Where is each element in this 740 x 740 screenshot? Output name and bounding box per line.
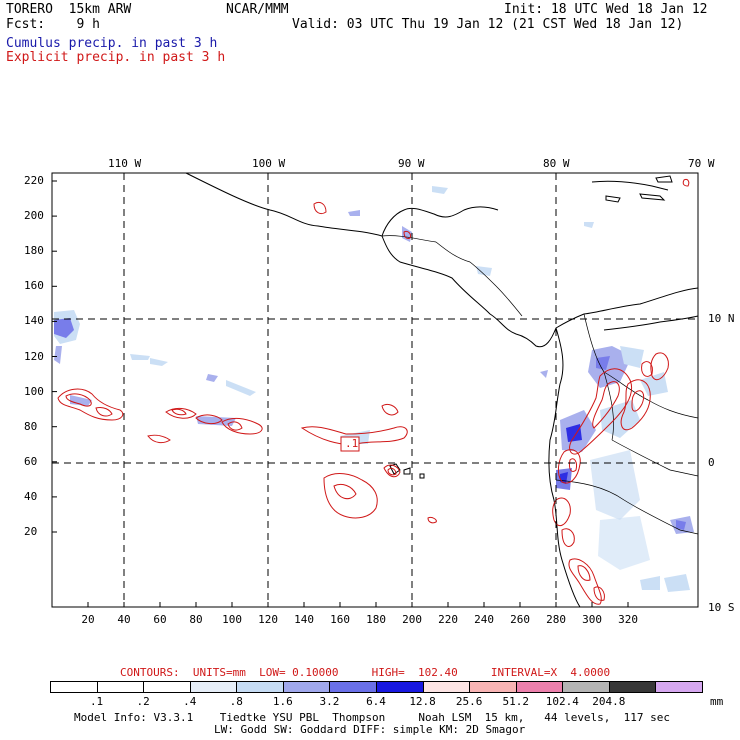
x-tick-label: 160 — [330, 613, 350, 626]
x-tick-label: 300 — [582, 613, 602, 626]
colorbar-swatch — [143, 681, 191, 693]
x-tick-label: 60 — [153, 613, 167, 626]
lat-lon-gridlines — [52, 173, 698, 607]
colorbar-label: 1.6 — [272, 695, 293, 708]
colorbar-swatch — [469, 681, 517, 693]
colorbar-swatch — [189, 681, 238, 693]
x-tick-label: 140 — [294, 613, 314, 626]
precipitation-map — [51, 172, 699, 608]
colorbar-swatch — [655, 681, 703, 693]
y-tick-label: 60 — [24, 454, 38, 468]
lon-label-90w: 90 W — [398, 157, 425, 170]
lat-label-10s: 10 S — [708, 601, 735, 614]
x-tick-label: 100 — [222, 613, 242, 626]
political-boundaries — [381, 235, 699, 535]
lon-label-80w: 80 W — [543, 157, 570, 170]
colorbar-swatch — [422, 681, 471, 693]
physics-info: LW: Godd SW: Goddard DIFF: simple KM: 2D… — [214, 723, 526, 736]
y-tick-label: 20 — [24, 525, 38, 538]
lon-label-70w: 70 W — [688, 157, 715, 170]
explicit-precip-contours — [57, 179, 690, 605]
colorbar-label: 3.2 — [319, 695, 340, 708]
colorbar-label: .2 — [136, 695, 150, 708]
map-frame — [51, 172, 699, 608]
colorbar-label: .1 — [89, 695, 104, 708]
colorbar-swatch — [236, 681, 284, 693]
model-info: Model Info: V3.3.1 Tiedtke YSU PBL Thomp… — [74, 711, 671, 724]
lon-label-100w: 100 W — [252, 157, 286, 170]
cumulus-precip-shading — [54, 186, 694, 592]
init-time: Init: 18 UTC Wed 18 Jan 12 — [504, 2, 708, 17]
x-tick-label: 320 — [618, 613, 638, 626]
colorbar-label: .4 — [183, 695, 197, 708]
colorbar-unit: mm — [710, 695, 724, 708]
colorbar-label: 25.6 — [455, 695, 483, 708]
colorbar-swatch — [608, 681, 657, 693]
y-tick-label: 220 — [24, 174, 44, 187]
x-tick-label: 20 — [81, 613, 95, 626]
y-tick-label: 160 — [24, 279, 44, 293]
legend-explicit: Explicit precip. in past 3 h — [6, 50, 226, 65]
y-tick-label: 120 — [24, 349, 44, 363]
y-tick-label: 140 — [24, 314, 44, 328]
lat-label-0: 0 — [708, 456, 715, 469]
contours-info: CONTOURS: UNITS=mm LOW= 0.10000 HIGH= 10… — [120, 666, 611, 679]
x-tick-label: 40 — [117, 613, 131, 626]
x-tick-label: 200 — [402, 613, 422, 626]
contour-label: .1 — [345, 437, 359, 450]
colorbar-label: 12.8 — [409, 695, 436, 708]
colorbar-label: 51.2 — [502, 695, 529, 708]
x-tick-label: 80 — [189, 613, 203, 626]
valid-time: Valid: 03 UTC Thu 19 Jan 12 (21 CST Wed … — [292, 17, 684, 32]
x-tick-label: 260 — [510, 613, 530, 626]
colorbar-swatch — [376, 681, 424, 693]
y-tick-label: 40 — [24, 489, 38, 503]
colorbar-swatch — [329, 681, 377, 693]
legend-cumulus: Cumulus precip. in past 3 h — [6, 36, 218, 51]
x-tick-label: 240 — [474, 613, 494, 626]
colorbar-swatch — [96, 681, 145, 693]
colorbar-label: 102.4 — [545, 695, 579, 708]
colorbar-swatch — [282, 681, 331, 693]
forecast-hour: Fcst: 9 h — [6, 17, 100, 32]
colorbar-label: 204.8 — [592, 695, 626, 708]
lat-label-10n: 10 N — [708, 312, 735, 325]
axis-ticks — [52, 180, 629, 607]
x-tick-label: 120 — [258, 613, 278, 626]
x-tick-label: 280 — [546, 613, 566, 626]
y-tick-label: 100 — [24, 384, 44, 398]
lon-label-110w: 110 W — [108, 157, 142, 170]
colorbar-swatch — [562, 681, 610, 693]
y-tick-label: 80 — [24, 419, 38, 433]
colorbar-label: 6.4 — [366, 695, 386, 708]
model-title: TORERO 15km ARW — [6, 2, 132, 17]
x-tick-label: 180 — [366, 613, 386, 626]
organization-label: NCAR/MMM — [226, 2, 289, 17]
colorbar-label: .8 — [229, 695, 243, 708]
y-tick-label: 180 — [24, 244, 44, 258]
y-tick-label: 200 — [24, 209, 44, 223]
x-tick-label: 220 — [438, 613, 458, 626]
contour-label-box — [340, 436, 360, 452]
colorbar-swatch — [50, 681, 98, 693]
colorbar-swatch — [515, 681, 564, 693]
